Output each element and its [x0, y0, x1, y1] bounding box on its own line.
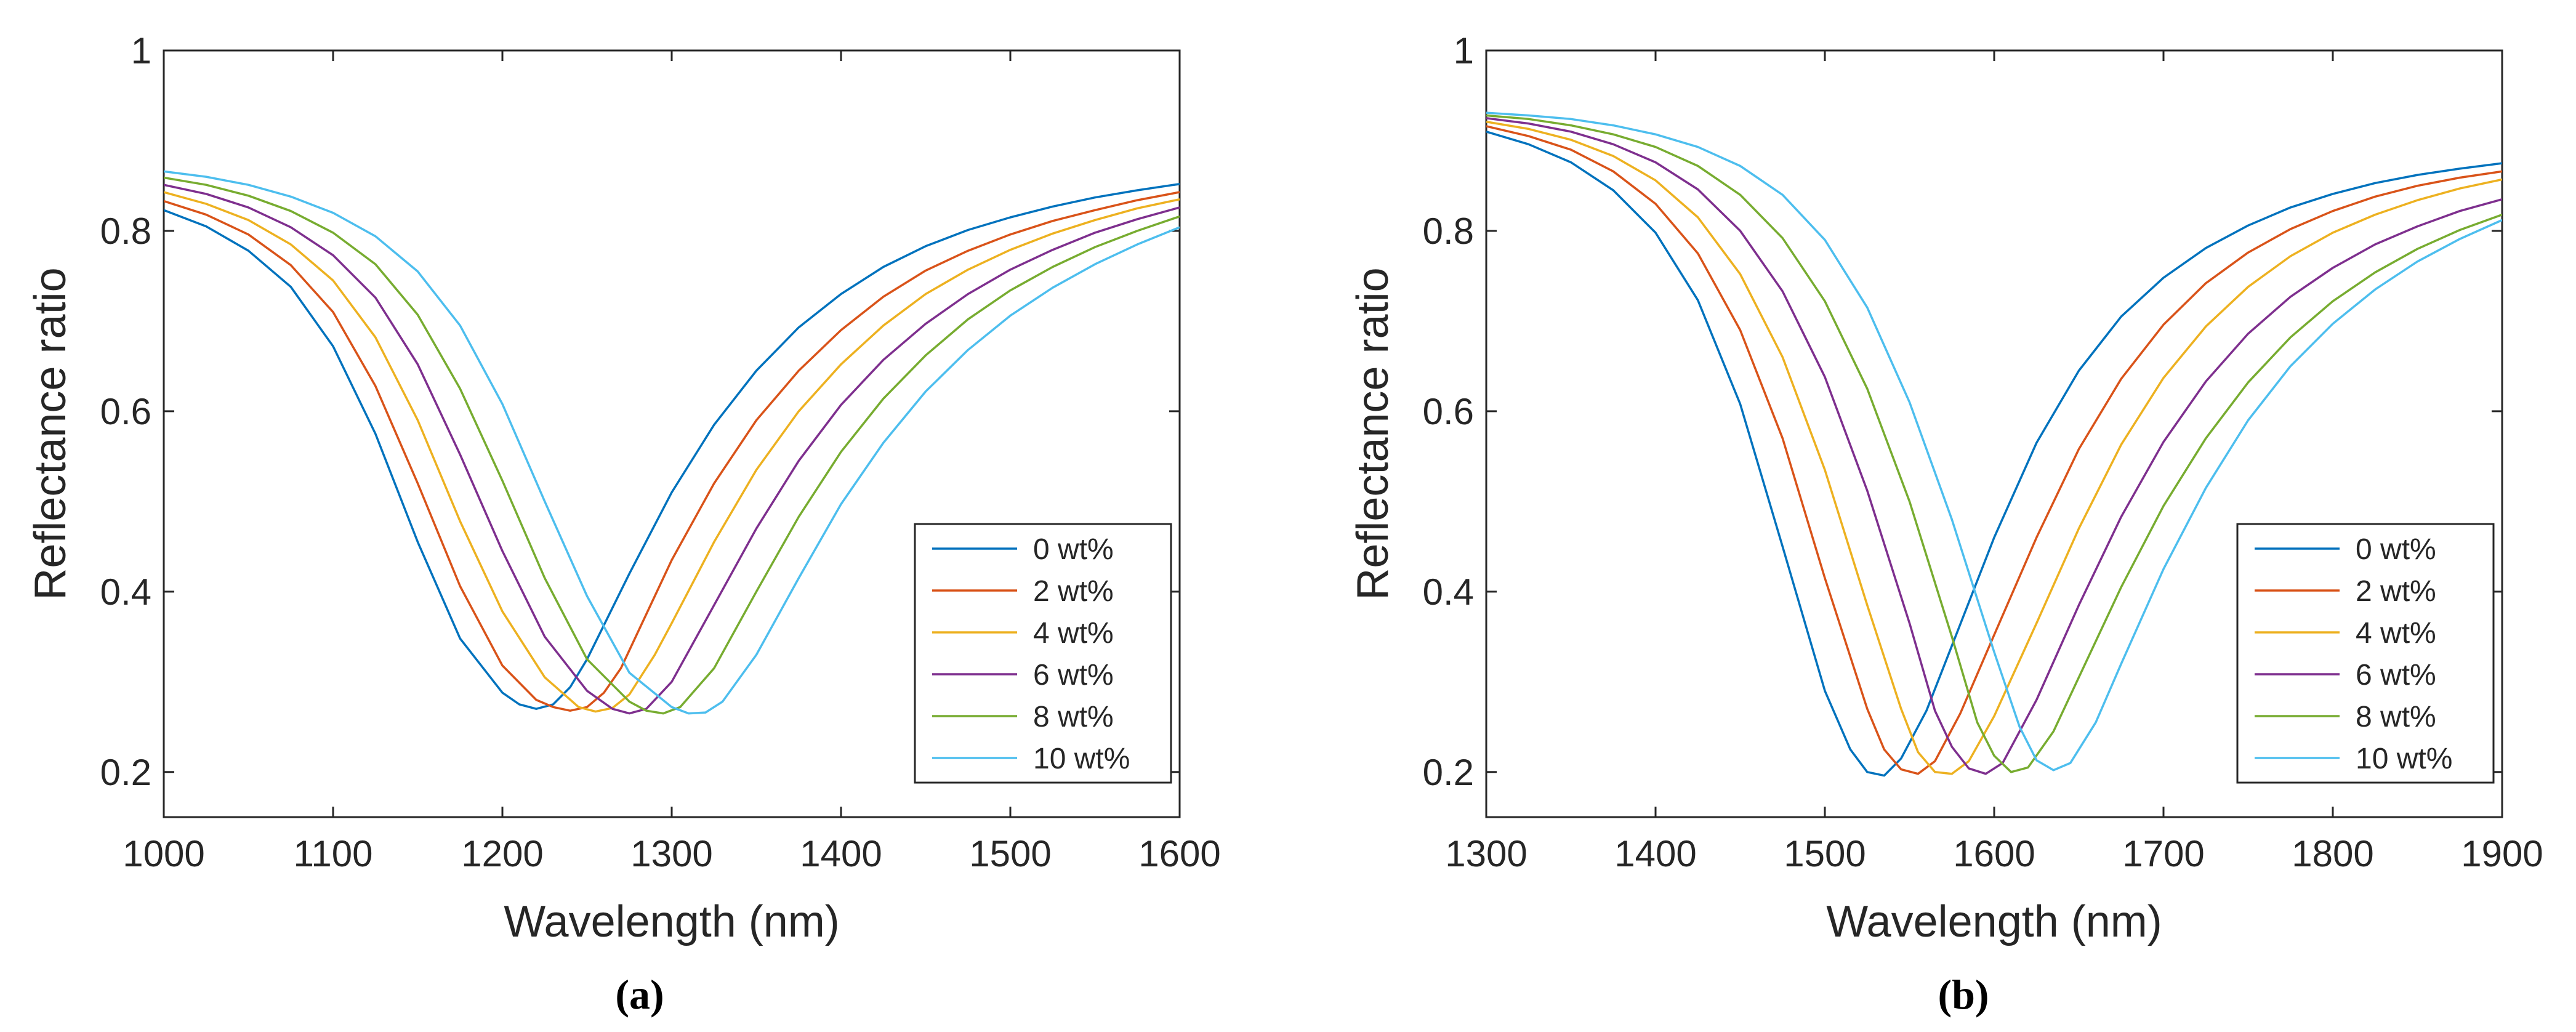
legend-label: 10 wt% — [2356, 743, 2452, 775]
x-axis-label: Wavelength (nm) — [1826, 897, 2162, 946]
y-tick-label: 0.2 — [100, 752, 151, 793]
x-tick-label: 1500 — [969, 833, 1051, 874]
series-line-10-wt — [1486, 111, 2502, 772]
series-line-0-wt — [1486, 131, 2502, 777]
y-tick-label: 0.8 — [1423, 211, 1474, 252]
legend-label: 4 wt% — [2356, 617, 2436, 650]
x-tick-label: 1500 — [1784, 833, 1866, 874]
x-tick-label: 1200 — [461, 833, 543, 874]
y-tick-label: 1 — [1454, 30, 1474, 71]
series-line-8-wt — [1486, 114, 2502, 773]
y-axis-label: Reflectance ratio — [26, 267, 75, 600]
series-line-10-wt — [164, 170, 1180, 715]
y-axis-label: Reflectance ratio — [1348, 267, 1398, 600]
x-tick-label: 1600 — [1138, 833, 1220, 874]
legend-label: 0 wt% — [1033, 533, 1114, 566]
legend-box — [914, 523, 1172, 784]
legend-label: 2 wt% — [2356, 575, 2436, 608]
panel-caption: (b) — [1938, 971, 1989, 1018]
x-tick-label: 1600 — [1953, 833, 2035, 874]
series-line-6-wt — [1486, 117, 2502, 775]
series-line-6-wt — [164, 183, 1180, 715]
series-line-8-wt — [164, 176, 1180, 715]
legend-label: 10 wt% — [1033, 743, 1130, 775]
x-tick-label: 1700 — [2122, 833, 2204, 874]
x-tick-label: 1400 — [800, 833, 882, 874]
series-line-4-wt — [1486, 120, 2502, 775]
series-line-4-wt — [164, 191, 1180, 713]
panel-a: 1000 1100 1200 1300 1400 1500 1600 0.2 0.4 0.6 0.8… — [26, 30, 1221, 1018]
legend-label: 6 wt% — [1033, 659, 1114, 691]
y-tick-label: 0.2 — [1423, 752, 1474, 793]
series-line-0-wt — [164, 183, 1180, 710]
legend-label: 2 wt% — [1033, 575, 1114, 608]
panel-b: 1300 1400 1500 1600 1700 1800 1900 0.2 0.4 0.6 0.8… — [1348, 30, 2543, 1018]
series-group — [1486, 111, 2502, 777]
x-tick-label: 1900 — [2461, 833, 2543, 874]
y-tick-label: 0.6 — [100, 391, 151, 432]
x-axis-label: Wavelength (nm) — [504, 897, 840, 946]
y-tick-label: 0.6 — [1423, 391, 1474, 432]
series-line-2-wt — [164, 191, 1180, 712]
legend-box — [2236, 523, 2495, 784]
y-tick-label: 1 — [131, 30, 151, 71]
x-tick-label: 1300 — [1445, 833, 1527, 874]
panel-caption: (a) — [615, 971, 664, 1018]
y-tick-label: 0.8 — [100, 211, 151, 252]
legend-label: 4 wt% — [1033, 617, 1114, 650]
x-tick-label: 1300 — [630, 833, 712, 874]
x-tick-label: 1100 — [293, 833, 372, 874]
y-tick-label: 0.4 — [1423, 571, 1474, 613]
x-tick-label: 1400 — [1614, 833, 1696, 874]
x-tick-label: 1000 — [123, 833, 204, 874]
y-tick-label: 0.4 — [100, 571, 151, 613]
legend-label: 8 wt% — [2356, 701, 2436, 733]
legend-label: 0 wt% — [2356, 533, 2436, 566]
series-group — [164, 170, 1180, 715]
x-tick-label: 1800 — [2292, 833, 2373, 874]
legend-label: 6 wt% — [2356, 659, 2436, 691]
legend-label: 8 wt% — [1033, 701, 1114, 733]
